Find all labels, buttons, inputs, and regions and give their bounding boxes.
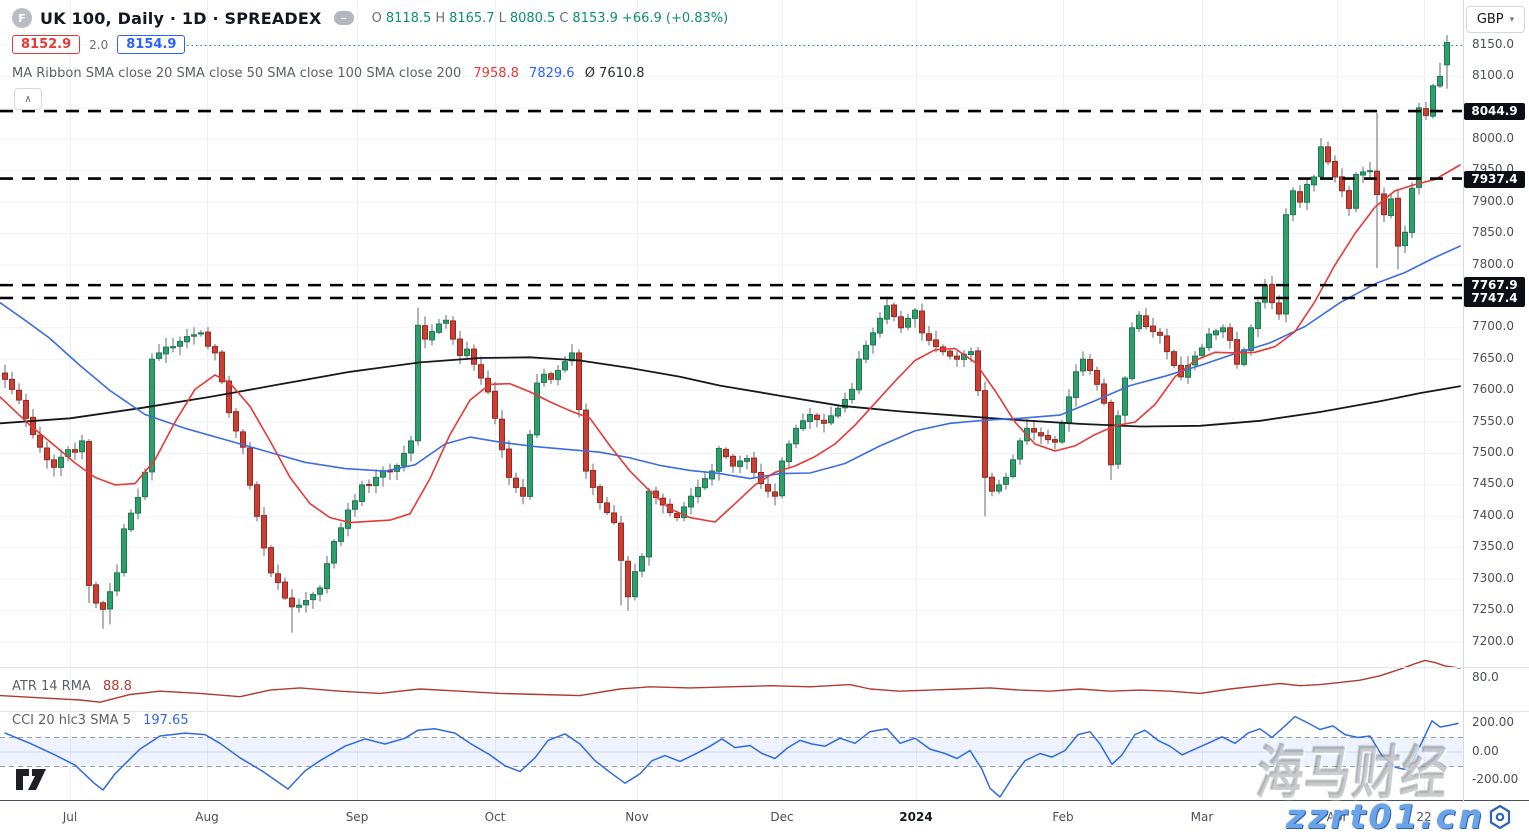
- price-level-label: 7747.4: [1464, 290, 1525, 307]
- price-axis-label: 7200.0: [1472, 634, 1514, 648]
- ma-ribbon-row[interactable]: MA Ribbon SMA close 20 SMA close 50 SMA …: [12, 66, 645, 81]
- time-axis-label: Feb: [1052, 810, 1074, 824]
- low-value: 8080.5: [509, 10, 556, 26]
- price-axis-label: 7250.0: [1472, 602, 1514, 616]
- time-axis-label: Dec: [770, 810, 794, 824]
- price-axis-label: 7550.0: [1472, 414, 1514, 428]
- price-axis-label: 7400.0: [1472, 508, 1514, 522]
- time-axis-label: 22: [1416, 810, 1432, 824]
- atr-label-text: ATR 14 RMA: [12, 679, 91, 694]
- close-value: 8153.9: [572, 10, 618, 26]
- spread-value: 2.0: [89, 37, 109, 52]
- price-axis-label: 8100.0: [1472, 68, 1514, 82]
- time-axis-label: 2024: [899, 810, 933, 824]
- ma20-value: 7958.8: [473, 66, 519, 81]
- price-axis-label: 0.00: [1472, 744, 1499, 758]
- price-level-label: 7937.4: [1464, 171, 1525, 188]
- price-axis-label: 7350.0: [1472, 539, 1514, 553]
- price-axis-label: 7500.0: [1472, 445, 1514, 459]
- tradingview-logo-icon[interactable]: [14, 764, 50, 792]
- close-label: C: [559, 10, 569, 26]
- price-axis-label: 8000.0: [1472, 131, 1514, 145]
- atr-indicator-label[interactable]: ATR 14 RMA 88.8: [12, 679, 132, 694]
- symbol-title[interactable]: UK 100, Daily · 1D · SPREADEX: [40, 8, 322, 28]
- price-axis-label: -200.00: [1472, 772, 1519, 786]
- ma-average-value: Ø 7610.8: [584, 66, 645, 81]
- cci-value: 197.65: [143, 713, 189, 728]
- price-axis-label: 7800.0: [1472, 257, 1514, 271]
- price-axis-label: 80.0: [1472, 670, 1499, 684]
- price-level-label: 8044.9: [1464, 103, 1525, 120]
- time-axis-label: Mar: [1190, 810, 1214, 824]
- trade-price-row: 8152.9 2.0 8154.9: [12, 35, 186, 54]
- cci-indicator-label[interactable]: CCI 20 hlc3 SMA 5 197.65: [12, 713, 189, 728]
- chevron-up-icon: ∧: [24, 93, 32, 105]
- high-label: H: [435, 10, 446, 26]
- time-axis[interactable]: Jul Aug Sep Oct Nov Dec 2024 Feb Mar Apr 22: [0, 801, 1529, 835]
- atr-value: 88.8: [102, 679, 132, 694]
- open-value: 8118.5: [385, 10, 432, 26]
- time-axis-label: Sep: [345, 810, 369, 824]
- currency-selector[interactable]: GBP ▾: [1466, 6, 1525, 33]
- open-label: O: [371, 10, 382, 26]
- cci-label-text: CCI 20 hlc3 SMA 5: [12, 713, 131, 728]
- price-axis-label: 7300.0: [1472, 571, 1514, 585]
- symbol-header: F UK 100, Daily · 1D · SPREADEX – O 8118.…: [12, 8, 728, 28]
- price-axis-label: 200.00: [1472, 715, 1514, 729]
- price-axis-label: 7700.0: [1472, 319, 1514, 333]
- watermark-site-text: zzrt01.cn: [1286, 797, 1485, 835]
- high-value: 8165.7: [449, 10, 495, 26]
- time-axis-label: Jul: [62, 810, 78, 824]
- change-value: +66.9 (+0.83%): [621, 10, 729, 26]
- low-label: L: [498, 10, 506, 26]
- ma-ribbon-label: MA Ribbon SMA close 20 SMA close 50 SMA …: [12, 66, 462, 81]
- price-level-label: 7767.9: [1464, 277, 1525, 294]
- time-axis-label: Aug: [195, 810, 219, 824]
- price-axis-label: 8150.0: [1472, 37, 1514, 51]
- collapse-panel-button[interactable]: ∧: [14, 88, 42, 110]
- price-axis-label: 7900.0: [1472, 194, 1514, 208]
- price-axis-label: 7650.0: [1472, 351, 1514, 365]
- time-axis-label: Oct: [484, 810, 506, 824]
- gear-icon: [1487, 804, 1513, 834]
- price-axis-label: 7850.0: [1472, 225, 1514, 239]
- price-axis[interactable]: 8150.0 8100.0 8000.0 7950.0 7900.0 7850.0 7800…: [1463, 0, 1529, 800]
- buy-price-button[interactable]: 8154.9: [117, 35, 186, 54]
- sell-price-button[interactable]: 8152.9: [12, 35, 81, 54]
- time-axis-label: Apr: [1326, 810, 1348, 824]
- time-axis-label: Nov: [625, 810, 649, 824]
- chevron-down-icon: ▾: [1509, 14, 1515, 25]
- ma50-value: 7829.6: [529, 66, 575, 81]
- currency-label: GBP: [1476, 12, 1504, 27]
- price-axis-label: 7450.0: [1472, 476, 1514, 490]
- ohlc-values: O 8118.5 H 8165.7 L 8080.5 C 8153.9 +66.9 (+…: [372, 11, 729, 26]
- symbol-logo-icon: F: [12, 8, 32, 28]
- price-axis-label: 7600.0: [1472, 382, 1514, 396]
- hide-icon[interactable]: –: [333, 11, 354, 25]
